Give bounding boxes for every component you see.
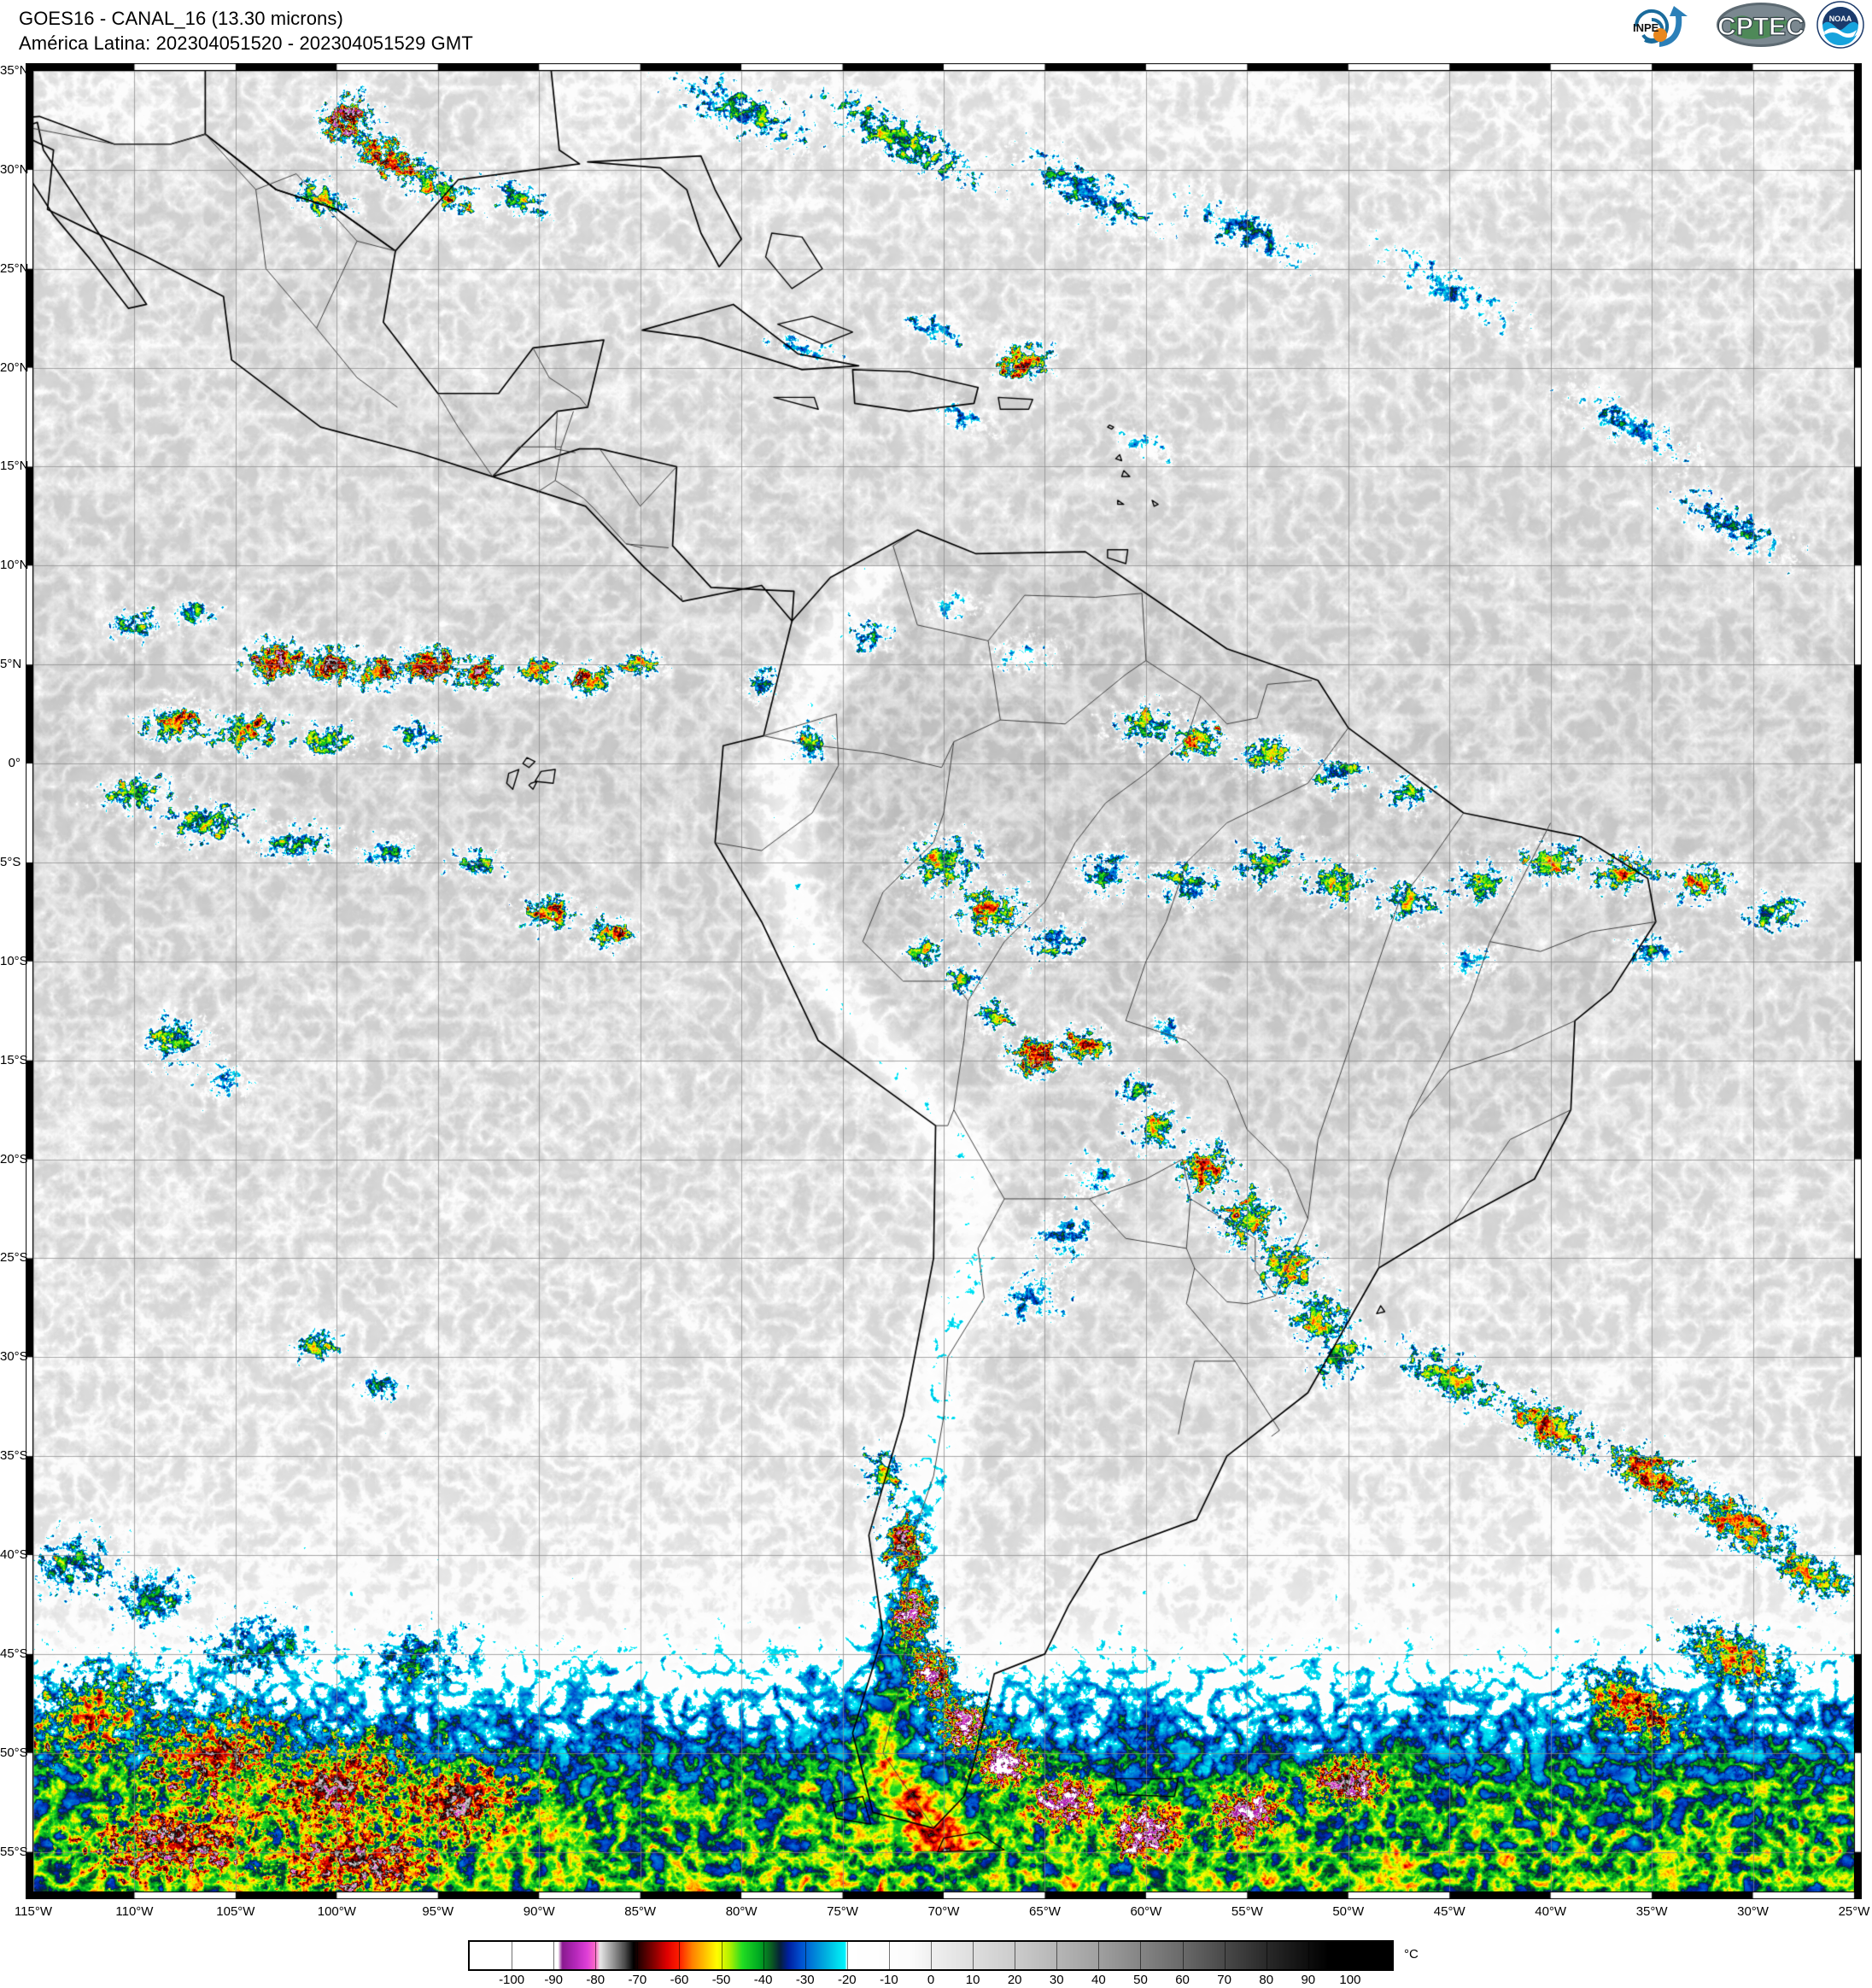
lon-tick-label: 70°W [927, 1904, 960, 1919]
lat-tick-label: 10°N [0, 558, 29, 573]
lat-tick-label: 35°S [0, 1448, 28, 1464]
colorbar-tick-label: -10 [880, 1973, 898, 1987]
colorbar-tick-label: 70 [1217, 1973, 1231, 1987]
title-block: GOES16 - CANAL_16 (13.30 microns) Améric… [19, 7, 473, 56]
lat-tick-label: 25°N [0, 260, 29, 276]
lon-tick-label: 115°W [14, 1904, 53, 1919]
lat-tick-label: 20°S [0, 1151, 28, 1166]
lat-tick-label: 25°S [0, 1250, 28, 1266]
colorbar-tick-label: -30 [795, 1973, 815, 1987]
lon-tick-label: 105°W [216, 1904, 255, 1919]
lon-tick-label: 95°W [422, 1904, 454, 1919]
colorbar-tick-mark [1349, 1940, 1351, 1971]
colorbar-tick-mark [763, 1940, 764, 1971]
colorbar-tick-label: -50 [711, 1973, 731, 1987]
colorbar-tick-label: -70 [628, 1973, 647, 1987]
lat-tick-label: 30°N [0, 161, 29, 177]
svg-text:NOAA: NOAA [1829, 15, 1852, 23]
lat-tick-label: 0° [8, 756, 20, 771]
colorbar-tick-label: -40 [753, 1973, 773, 1987]
satellite-map[interactable] [26, 63, 1862, 1899]
colorbar-tick-mark [1182, 1940, 1184, 1971]
product-title: GOES16 - CANAL_16 (13.30 microns) [19, 8, 343, 29]
colorbar-tick-label: -90 [544, 1973, 564, 1987]
lon-tick-label: 65°W [1029, 1904, 1061, 1919]
colorbar-tick-label: 60 [1175, 1973, 1190, 1987]
lat-tick-label: 20°N [0, 360, 29, 375]
noaa-logo: NOAA [1816, 0, 1865, 53]
lat-tick-label: 5°S [0, 854, 21, 869]
colorbar-unit-label: °C [1404, 1947, 1419, 1962]
colorbar-tick-label: 100 [1339, 1973, 1361, 1987]
colorbar-tick-label: 80 [1259, 1973, 1274, 1987]
lon-tick-label: 110°W [115, 1904, 154, 1919]
lon-tick-label: 60°W [1130, 1904, 1162, 1919]
colorbar-tick-mark [1140, 1940, 1142, 1971]
colorbar-tick-label: -100 [499, 1973, 525, 1987]
colorbar-tick-mark [846, 1940, 848, 1971]
colorbar-tick-label: 50 [1133, 1973, 1148, 1987]
colorbar-tick-mark [553, 1940, 555, 1971]
colorbar-legend: °C -100 -90 -80 -70 -60 -50 -40 -30 -20 -10 0 10 20 3… [0, 1920, 1872, 1988]
colorbar-tick-mark [595, 1940, 597, 1971]
lon-tick-label: 25°W [1838, 1904, 1870, 1919]
colorbar-tick-label: -60 [670, 1973, 689, 1987]
lat-tick-label: 15°N [0, 459, 29, 474]
colorbar-tick-mark [973, 1940, 974, 1971]
lon-tick-label: 75°W [827, 1904, 858, 1919]
colorbar-tick-label: 30 [1049, 1973, 1064, 1987]
lon-tick-label: 80°W [725, 1904, 758, 1919]
logo-strip: INPE CPTEC NOAA [1624, 0, 1865, 53]
lon-tick-label: 45°W [1433, 1904, 1465, 1919]
lon-tick-label: 30°W [1737, 1904, 1769, 1919]
lon-tick-label: 100°W [317, 1904, 356, 1919]
lat-tick-label: 30°S [0, 1349, 28, 1365]
lon-tick-label: 90°W [523, 1904, 555, 1919]
inpe-logo: INPE [1624, 1, 1706, 53]
satellite-image [33, 71, 1854, 1892]
cptec-logo: CPTEC [1715, 1, 1807, 53]
colorbar-tick-mark [679, 1940, 681, 1971]
colorbar-tick-mark [888, 1940, 890, 1971]
header-bar: GOES16 - CANAL_16 (13.30 microns) Améric… [0, 0, 1872, 56]
lon-tick-label: 35°W [1635, 1904, 1668, 1919]
lat-tick-label: 40°S [0, 1547, 28, 1563]
colorbar-tick-label: 90 [1301, 1973, 1316, 1987]
lon-tick-label: 50°W [1332, 1904, 1365, 1919]
svg-text:INPE: INPE [1633, 21, 1659, 34]
colorbar-tick-label: 40 [1091, 1973, 1106, 1987]
lat-tick-label: 10°S [0, 953, 28, 968]
colorbar-tick-label: 20 [1007, 1973, 1022, 1987]
colorbar-tick-mark [1224, 1940, 1226, 1971]
lat-tick-label: 15°S [0, 1052, 28, 1067]
lon-tick-label: 55°W [1231, 1904, 1263, 1919]
colorbar-tick-mark [1098, 1940, 1100, 1971]
lon-tick-label: 85°W [624, 1904, 657, 1919]
colorbar-tick-mark [1056, 1940, 1058, 1971]
colorbar-tick-label: -20 [837, 1973, 857, 1987]
colorbar-tick-mark [637, 1940, 639, 1971]
lat-tick-label: 50°S [0, 1745, 28, 1760]
colorbar-tick-label: 0 [927, 1973, 935, 1987]
lat-tick-label: 5°N [0, 657, 22, 672]
lat-tick-label: 45°S [0, 1646, 28, 1661]
colorbar-tick-mark [804, 1940, 806, 1971]
map-image-area[interactable] [33, 71, 1854, 1892]
colorbar-tick-mark [1307, 1940, 1309, 1971]
colorbar-tick-label: 10 [965, 1973, 980, 1987]
product-subtitle: América Latina: 202304051520 - 202304051… [19, 32, 473, 54]
lat-tick-label: 55°S [0, 1844, 28, 1859]
svg-text:CPTEC: CPTEC [1717, 13, 1805, 41]
lat-tick-label: 35°N [0, 63, 29, 78]
colorbar-tick-label: -80 [586, 1973, 605, 1987]
lon-tick-label: 40°W [1535, 1904, 1567, 1919]
colorbar-tick-mark [931, 1940, 932, 1971]
